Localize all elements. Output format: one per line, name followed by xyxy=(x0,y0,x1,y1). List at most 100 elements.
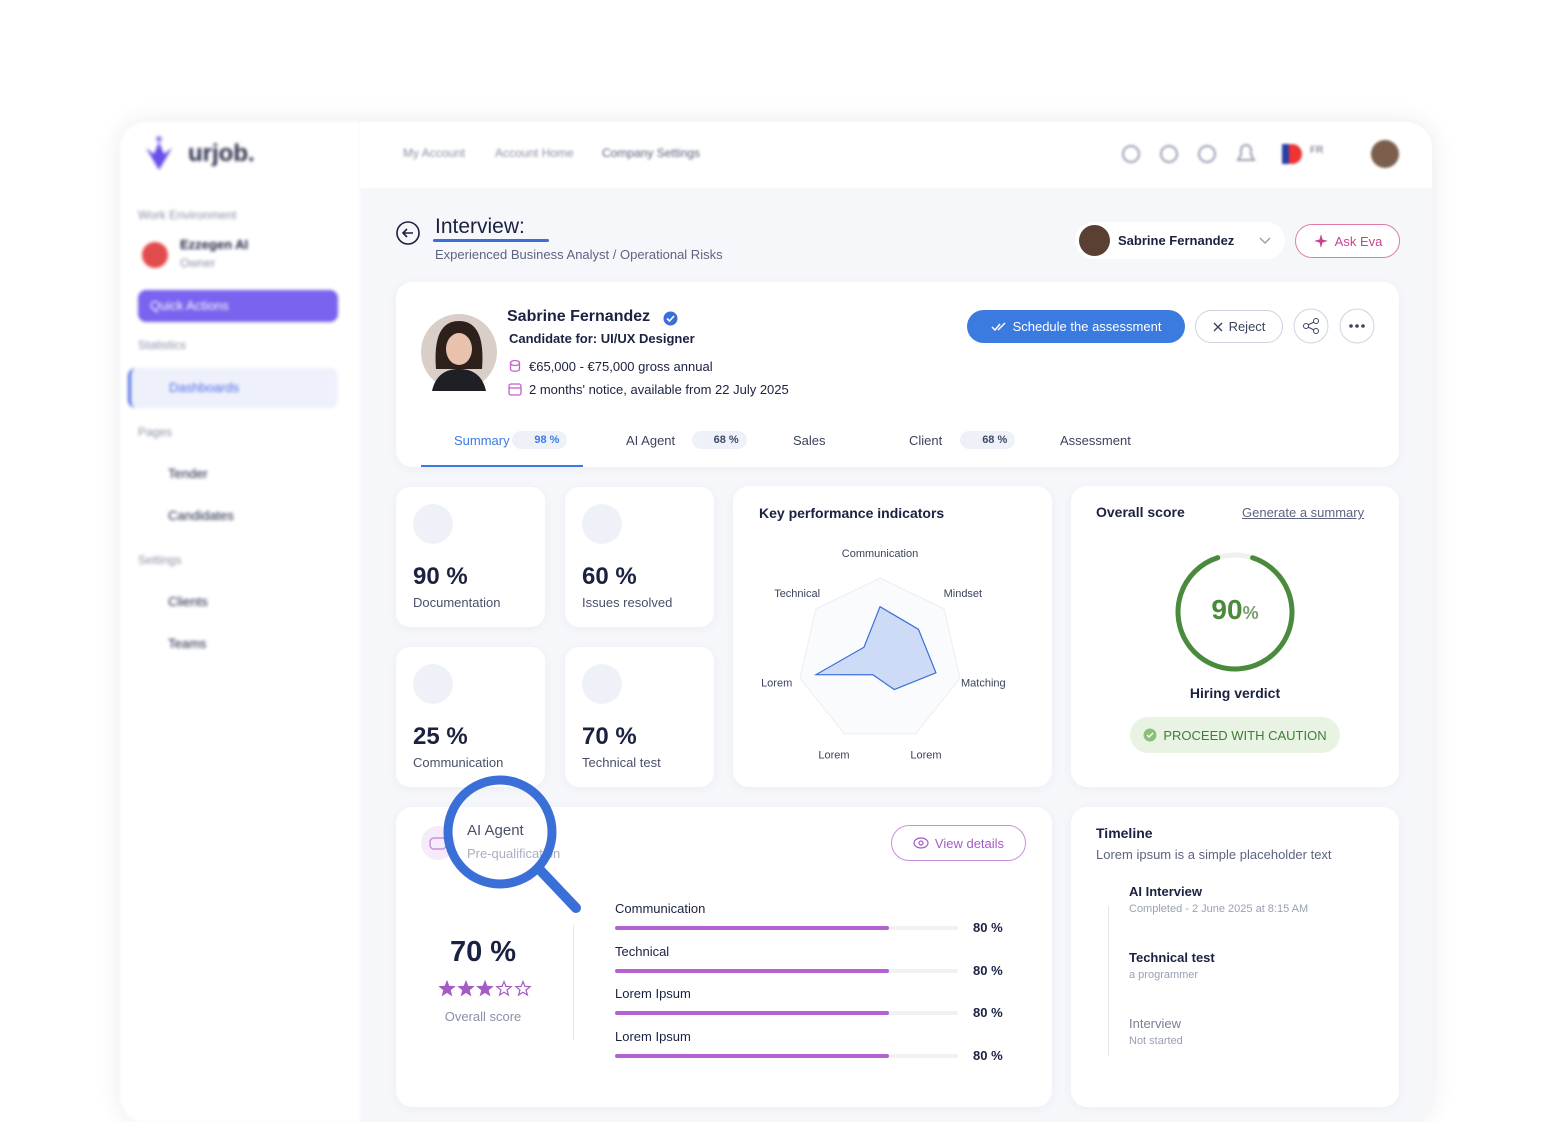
generate-summary-link[interactable]: Generate a summary xyxy=(1242,505,1365,520)
skill-label: Technical xyxy=(615,943,670,959)
timeline-item-detail: Completed - 2 June 2025 at 8:15 AM xyxy=(1129,903,1309,915)
timeline-item-title: Interview xyxy=(1129,1016,1182,1031)
verdict: PROCEED WITH CAUTION xyxy=(1163,727,1327,743)
stat-value: 60 % xyxy=(582,563,637,590)
nav-item-active[interactable]: Dashboards xyxy=(128,368,338,408)
ask-eva-button[interactable]: Ask Eva xyxy=(1295,224,1400,258)
breadcrumb-item[interactable]: My Account xyxy=(403,146,466,160)
back-button[interactable] xyxy=(396,221,422,247)
x-icon xyxy=(1213,322,1223,331)
skill-bar xyxy=(615,968,890,973)
timeline-subtitle: Lorem ipsum is a simple placeholder text xyxy=(1096,847,1332,862)
timeline-item-title: Technical test xyxy=(1129,950,1215,965)
stat-label: Communication xyxy=(413,755,504,770)
org-role: Owner xyxy=(180,256,216,270)
view-details-button[interactable]: View details xyxy=(891,825,1026,861)
candidate-photo xyxy=(421,314,497,391)
skill-value: 80 % xyxy=(973,1005,1003,1020)
tab-label[interactable]: Summary xyxy=(454,433,510,448)
check-icon xyxy=(1143,728,1157,742)
verified-icon xyxy=(663,311,678,326)
org-icon xyxy=(142,242,168,268)
nav-label[interactable]: Clients xyxy=(168,594,208,609)
score-value: 90 xyxy=(1211,594,1243,625)
quick-actions-button[interactable]: Quick Actions xyxy=(138,290,338,322)
candidate-role: Candidate for: UI/UX Designer xyxy=(509,331,695,346)
agent-title: AI Agent xyxy=(467,822,524,839)
skill-value: 80 % xyxy=(973,920,1003,935)
stat-value: 90 % xyxy=(413,563,468,590)
tab-label[interactable]: Assessment xyxy=(1060,433,1131,448)
section-label: Settings xyxy=(138,553,182,567)
breadcrumb-item[interactable]: Company Settings xyxy=(602,146,701,160)
schedule-button[interactable]: Schedule the assessment xyxy=(967,310,1185,343)
tab-label[interactable]: Client xyxy=(909,433,943,448)
skill-value: 80 % xyxy=(973,1047,1003,1063)
reject-button[interactable]: Reject xyxy=(1195,310,1283,343)
section-label: Work Environment xyxy=(138,208,237,222)
user-name: Sabrine Fernandez xyxy=(1118,233,1235,248)
score-unit: % xyxy=(1242,603,1259,623)
page: Interview {"sidebar":{"logo":"urjob.","w… xyxy=(128,122,1432,1063)
skill-bar xyxy=(615,1011,890,1015)
overall-title: Overall score xyxy=(1096,504,1185,520)
stat-card: 60 % Issues resolved xyxy=(565,487,714,627)
breadcrumb-item[interactable]: Account Home xyxy=(495,146,574,160)
user-selector[interactable]: Sabrine Fernandez xyxy=(1075,222,1285,259)
top-icons xyxy=(1122,140,1399,168)
skill-label: Communication xyxy=(615,901,706,916)
agent-score: 70 % xyxy=(449,936,517,968)
button-label: Reject xyxy=(1228,319,1266,334)
timeline-title: Timeline xyxy=(1096,825,1153,841)
tab-label[interactable]: AI Agent xyxy=(626,433,676,448)
page-subtitle: Experienced Business Analyst / Operation… xyxy=(435,247,723,262)
title-underline xyxy=(433,239,549,242)
check-icon xyxy=(991,321,1006,331)
candidate-notice: 2 months' notice, available from 22 July… xyxy=(529,382,789,397)
stat-value: 25 % xyxy=(413,723,468,750)
candidate-name: Sabrine Fernandez xyxy=(507,308,651,325)
section-label: Pages xyxy=(138,425,173,439)
sparkle-icon xyxy=(1313,234,1328,248)
button-label: View details xyxy=(934,835,1005,851)
stat-value: 70 % xyxy=(582,723,637,750)
language[interactable]: FR xyxy=(1310,145,1324,156)
skill-bar xyxy=(615,926,890,930)
stat-label: Technical test xyxy=(582,755,661,770)
skill-label: Lorem Ipsum xyxy=(615,1028,691,1044)
agent-score-label: Overall score xyxy=(444,1009,522,1024)
section-label: Statistics xyxy=(138,338,187,352)
tab-label[interactable]: Sales xyxy=(793,433,826,448)
timeline-line xyxy=(1108,906,1109,1056)
page-title: Interview: xyxy=(435,215,525,238)
button-label: Schedule the assessment xyxy=(1012,319,1162,334)
tab-underline xyxy=(421,465,583,467)
logo-icon xyxy=(146,136,172,170)
stat-icon xyxy=(582,504,622,544)
verdict-badge: PROCEED WITH CAUTION xyxy=(1130,717,1340,753)
top-bar xyxy=(360,122,1432,188)
nav-label[interactable]: Candidates xyxy=(168,508,234,523)
agent-subtitle: Pre-qualification xyxy=(467,846,561,861)
timeline-item-detail: a programmer xyxy=(1129,969,1199,981)
stat-icon xyxy=(582,664,622,704)
kpi-card xyxy=(733,486,1052,787)
sidebar: urjob. Work Environment Ezzegen AI Owner… xyxy=(120,122,360,1122)
user-avatar xyxy=(1079,225,1110,256)
logo: urjob. xyxy=(188,140,255,167)
timeline-item-detail: Not started xyxy=(1129,1035,1183,1047)
score-text: 90% xyxy=(1175,594,1295,626)
tab-badge: 98 % xyxy=(512,431,568,449)
nav-label: Dashboards xyxy=(169,380,240,395)
salary-icon xyxy=(509,359,521,372)
nav-label[interactable]: Teams xyxy=(168,636,207,651)
stat-icon xyxy=(413,664,453,704)
stat-label: Documentation xyxy=(413,595,501,610)
stat-label: Issues resolved xyxy=(582,595,673,610)
nav-label[interactable]: Tender xyxy=(168,466,208,481)
tab-badge: 68 % xyxy=(691,431,747,449)
page-body: urjob. Work Environment Ezzegen AI Owner… xyxy=(128,122,1432,1063)
org-name: Ezzegen AI xyxy=(180,237,249,252)
candidate-salary: €65,000 - €75,000 gross annual xyxy=(529,359,713,374)
action-icons[interactable] xyxy=(1293,308,1393,344)
